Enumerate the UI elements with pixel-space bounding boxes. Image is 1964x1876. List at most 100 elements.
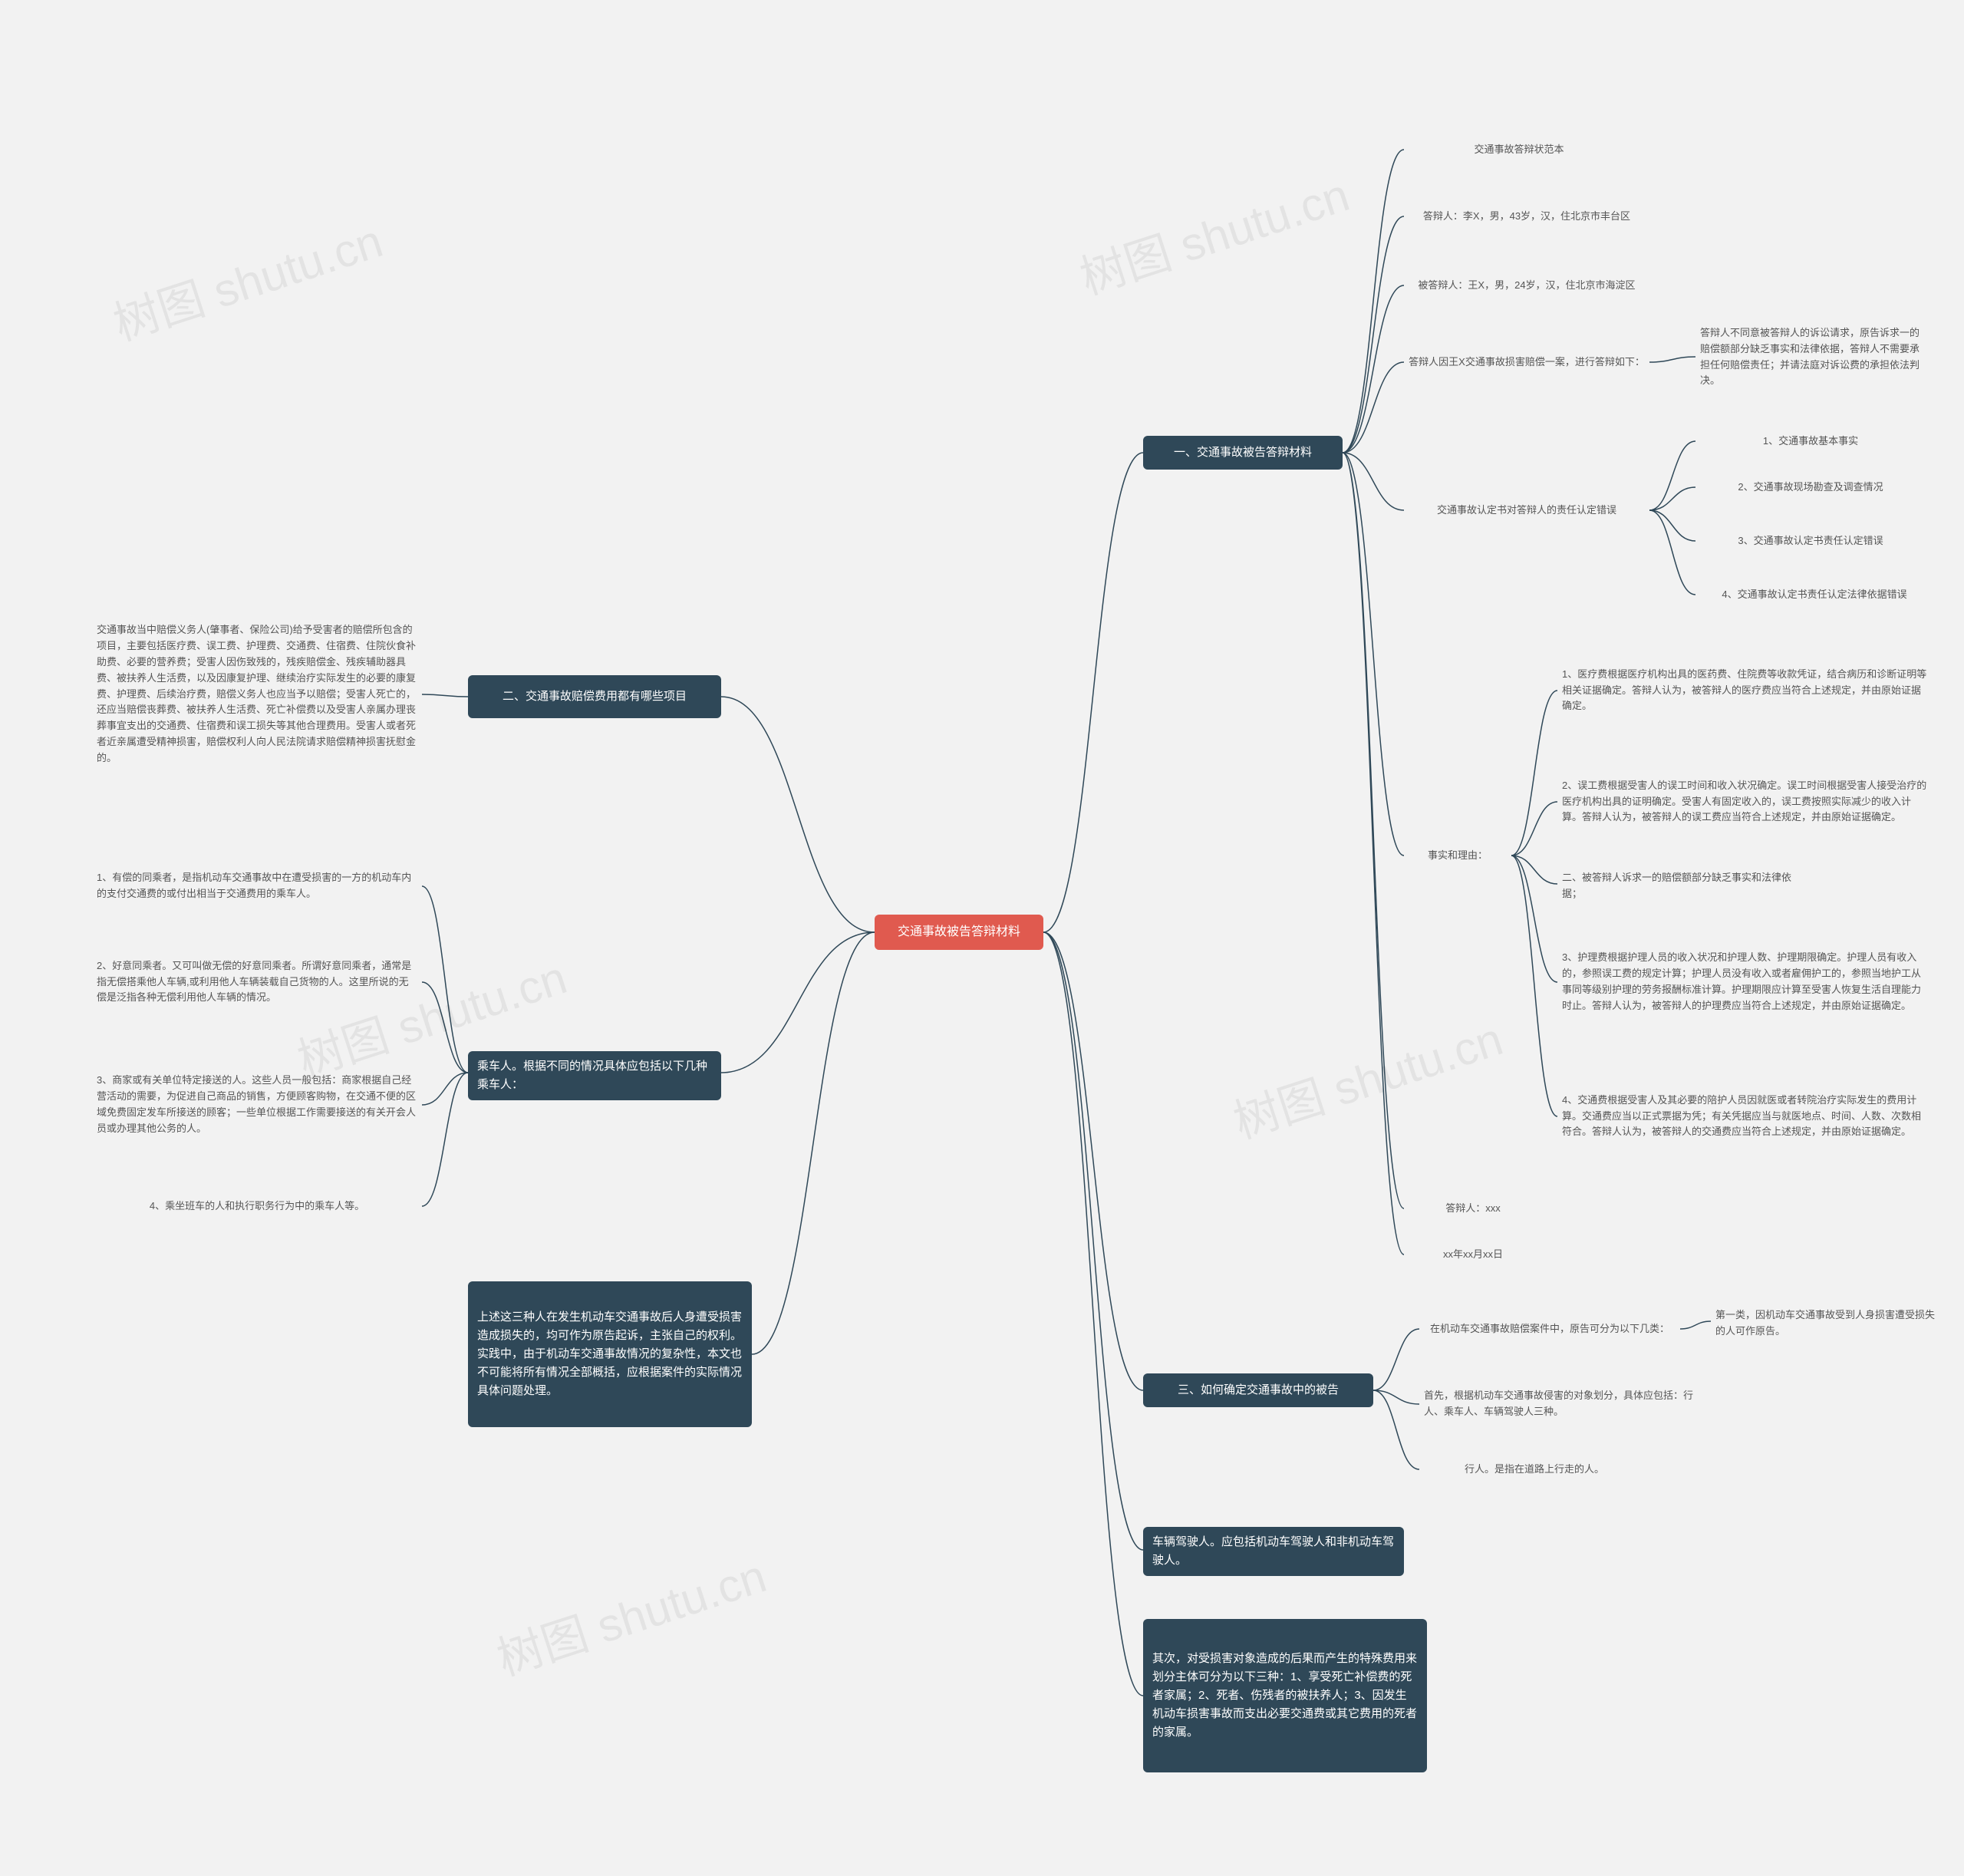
link — [1511, 802, 1557, 856]
link — [1343, 453, 1404, 856]
node-label: 1、交通事故基本事实 — [1763, 434, 1858, 450]
link — [1373, 1390, 1419, 1469]
link — [1511, 856, 1557, 1116]
link — [422, 694, 468, 697]
node-label: xx年xx月xx日 — [1443, 1247, 1503, 1263]
node-label: 答辩人：李X，男，43岁，汉，住北京市丰台区 — [1423, 209, 1630, 225]
node-label: 4、交通费根据受害人及其必要的陪护人员因就医或者转院治疗实际发生的费用计算。交通… — [1562, 1093, 1929, 1140]
node-b2c1: 交通事故当中赔偿义务人(肇事者、保险公司)给予受害者的赔偿所包含的项目，主要包括… — [92, 583, 422, 806]
node-label: 二、交通事故赔偿费用都有哪些项目 — [503, 687, 687, 706]
link — [1043, 932, 1143, 1390]
node-b1c6a: 1、医疗费根据医疗机构出具的医药费、住院费等收款凭证，结合病历和诊断证明等相关证… — [1557, 652, 1933, 729]
node-b2[interactable]: 二、交通事故赔偿费用都有哪些项目 — [468, 675, 721, 718]
link — [1373, 1329, 1419, 1390]
watermark: 树图 shutu.cn — [1224, 1002, 1510, 1152]
node-b1c5d: 4、交通事故认定书责任认定法律依据错误 — [1695, 583, 1933, 606]
node-b7[interactable]: 其次，对受损害对象造成的后果而产生的特殊费用来划分主体可分为以下三种：1、享受死… — [1143, 1619, 1427, 1772]
node-b1c4a: 答辩人不同意被答辩人的诉讼请求，原告诉求一的赔偿额部分缺乏事实和法律依据，答辩人… — [1695, 322, 1933, 392]
link — [1043, 932, 1143, 1696]
node-b1c3: 被答辩人：王X，男，24岁，汉，住北京市海淀区 — [1404, 269, 1649, 302]
link — [1649, 487, 1695, 510]
node-label: 交通事故被告答辩材料 — [898, 922, 1020, 942]
node-label: 第一类，因机动车交通事故受到人身损害遭受损失的人可作原告。 — [1715, 1307, 1936, 1340]
node-label: 2、误工费根据受害人的误工时间和收入状况确定。误工时间根据受害人接受治疗的医疗机… — [1562, 778, 1929, 826]
link — [1343, 453, 1404, 1208]
node-b3c2: 2、好意同乘者。又可叫做无偿的好意同乘者。所谓好意同乘者，通常是指无偿搭乘他人车… — [92, 944, 422, 1020]
link — [1511, 691, 1557, 856]
node-label: 1、医疗费根据医疗机构出具的医药费、住院费等收款凭证，结合病历和诊断证明等相关证… — [1562, 667, 1929, 714]
link — [1343, 362, 1404, 453]
node-label: 3、商家或有关单位特定接送的人。这些人员一般包括：商家根据自己经营活动的需要，为… — [97, 1073, 417, 1136]
node-b1c6e: 4、交通费根据受害人及其必要的陪护人员因就医或者转院治疗实际发生的费用计算。交通… — [1557, 1067, 1933, 1166]
link — [1373, 1390, 1419, 1404]
node-label: 2、好意同乘者。又可叫做无偿的好意同乘者。所谓好意同乘者，通常是指无偿搭乘他人车… — [97, 958, 417, 1006]
link — [1343, 453, 1404, 510]
node-b3c4: 4、乘坐班车的人和执行职务行为中的乘车人等。 — [92, 1189, 422, 1223]
node-b5[interactable]: 三、如何确定交通事故中的被告 — [1143, 1373, 1373, 1407]
node-label: 行人。是指在道路上行走的人。 — [1465, 1462, 1604, 1478]
node-root[interactable]: 交通事故被告答辩材料 — [875, 915, 1043, 950]
node-label: 答辩人因王X交通事故损害赔偿一案，进行答辩如下： — [1409, 354, 1645, 371]
node-b3c3: 3、商家或有关单位特定接送的人。这些人员一般包括：商家根据自己经营活动的需要，为… — [92, 1059, 422, 1151]
node-b5c1a: 第一类，因机动车交通事故受到人身损害遭受损失的人可作原告。 — [1711, 1304, 1941, 1343]
watermark: 树图 shutu.cn — [1070, 158, 1356, 308]
node-b1c7: 答辩人：xxx — [1404, 1197, 1542, 1220]
link — [1649, 510, 1695, 595]
watermark: 树图 shutu.cn — [487, 1539, 773, 1689]
node-b1c6: 事实和理由： — [1404, 844, 1511, 867]
link — [1043, 932, 1143, 1550]
node-b1c5: 交通事故认定书对答辩人的责任认定错误 — [1404, 499, 1649, 522]
link — [1649, 441, 1695, 510]
node-label: 乘车人。根据不同的情况具体应包括以下几种乘车人： — [477, 1057, 712, 1094]
link — [422, 1073, 468, 1206]
node-label: 二、被答辩人诉求一的赔偿额部分缺乏事实和法律依据； — [1562, 870, 1798, 902]
node-b1c1: 交通事故答辩状范本 — [1404, 138, 1634, 161]
link — [1680, 1321, 1711, 1329]
node-label: 答辩人：xxx — [1445, 1201, 1501, 1217]
node-b4[interactable]: 上述这三种人在发生机动车交通事故后人身遭受损害造成损失的，均可作为原告起诉，主张… — [468, 1281, 752, 1427]
node-b1c6d: 3、护理费根据护理人员的收入状况和护理人数、护理期限确定。护理人员有收入的，参照… — [1557, 921, 1933, 1044]
node-label: 上述这三种人在发生机动车交通事故后人身遭受损害造成损失的，均可作为原告起诉，主张… — [477, 1308, 743, 1400]
node-label: 1、有偿的同乘者，是指机动车交通事故中在遭受损害的一方的机动车内的支付交通费的或… — [97, 870, 417, 902]
node-b6[interactable]: 车辆驾驶人。应包括机动车驾驶人和非机动车驾驶人。 — [1143, 1527, 1404, 1576]
link — [1043, 453, 1143, 932]
node-b1c5a: 1、交通事故基本事实 — [1695, 430, 1926, 453]
node-b3[interactable]: 乘车人。根据不同的情况具体应包括以下几种乘车人： — [468, 1051, 721, 1100]
link — [1511, 856, 1557, 982]
node-b5c3: 行人。是指在道路上行走的人。 — [1419, 1458, 1649, 1481]
node-label: 被答辩人：王X，男，24岁，汉，住北京市海淀区 — [1418, 278, 1635, 294]
node-label: 答辩人不同意被答辩人的诉讼请求，原告诉求一的赔偿额部分缺乏事实和法律依据，答辩人… — [1700, 325, 1929, 389]
link — [1649, 357, 1695, 362]
link — [422, 886, 468, 1073]
node-label: 在机动车交通事故赔偿案件中，原告可分为以下几类： — [1430, 1321, 1669, 1337]
link — [422, 1073, 468, 1105]
link — [1343, 216, 1404, 453]
link — [1649, 510, 1695, 541]
link — [721, 697, 875, 932]
node-label: 三、如何确定交通事故中的被告 — [1178, 1381, 1339, 1400]
link — [1343, 150, 1404, 453]
node-b1c2: 答辩人：李X，男，43岁，汉，住北京市丰台区 — [1404, 199, 1649, 233]
node-label: 交通事故认定书对答辩人的责任认定错误 — [1437, 503, 1616, 519]
node-b1c4: 答辩人因王X交通事故损害赔偿一案，进行答辩如下： — [1404, 345, 1649, 379]
node-label: 首先，根据机动车交通事故侵害的对象划分，具体应包括：行人、乘车人、车辆驾驶人三种… — [1424, 1388, 1706, 1420]
node-b5c2: 首先，根据机动车交通事故侵害的对象划分，具体应包括：行人、乘车人、车辆驾驶人三种… — [1419, 1381, 1711, 1427]
node-b3c1: 1、有偿的同乘者，是指机动车交通事故中在遭受损害的一方的机动车内的支付交通费的或… — [92, 859, 422, 913]
node-b1c6b: 2、误工费根据受害人的误工时间和收入状况确定。误工时间根据受害人接受治疗的医疗机… — [1557, 752, 1933, 852]
link — [422, 982, 468, 1073]
node-label: 交通事故当中赔偿义务人(肇事者、保险公司)给予受害者的赔偿所包含的项目，主要包括… — [97, 622, 417, 766]
node-b1c8: xx年xx月xx日 — [1404, 1243, 1542, 1266]
node-label: 一、交通事故被告答辩材料 — [1174, 443, 1312, 462]
node-b1[interactable]: 一、交通事故被告答辩材料 — [1143, 436, 1343, 470]
node-b5c1: 在机动车交通事故赔偿案件中，原告可分为以下几类： — [1419, 1312, 1680, 1346]
node-b1c6c: 二、被答辩人诉求一的赔偿额部分缺乏事实和法律依据； — [1557, 867, 1803, 905]
link — [1511, 856, 1557, 884]
mindmap-canvas: 树图 shutu.cn树图 shutu.cn树图 shutu.cn树图 shut… — [0, 0, 1964, 1876]
node-label: 2、交通事故现场勘查及调查情况 — [1738, 480, 1883, 496]
node-label: 4、交通事故认定书责任认定法律依据错误 — [1722, 587, 1906, 603]
link — [752, 932, 875, 1354]
node-label: 事实和理由： — [1428, 848, 1488, 864]
link — [1343, 453, 1404, 1255]
node-label: 其次，对受损害对象造成的后果而产生的特殊费用来划分主体可分为以下三种：1、享受死… — [1152, 1650, 1418, 1742]
node-label: 4、乘坐班车的人和执行职务行为中的乘车人等。 — [150, 1198, 364, 1215]
